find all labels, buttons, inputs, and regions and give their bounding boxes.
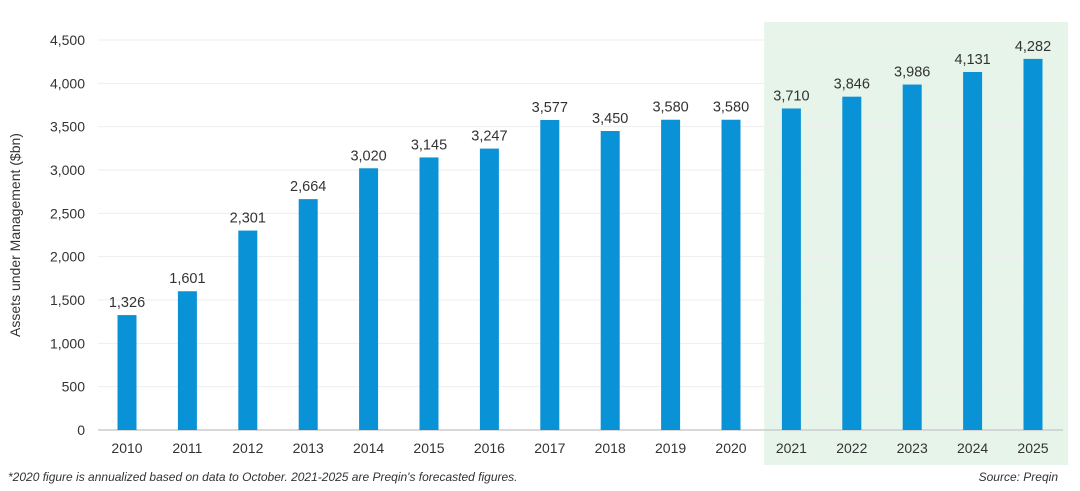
bar-2021 — [781, 108, 801, 430]
x-tick-label: 2016 — [474, 440, 505, 456]
bar-2015 — [419, 157, 439, 430]
x-tick-label: 2010 — [111, 440, 142, 456]
y-tick-label: 0 — [77, 422, 85, 438]
data-label: 3,145 — [411, 137, 447, 153]
data-label: 3,580 — [713, 100, 749, 116]
x-tick-label: 2014 — [353, 440, 384, 456]
data-label: 4,131 — [954, 52, 990, 68]
y-tick-label: 3,500 — [50, 119, 85, 135]
bar-2011 — [177, 291, 197, 430]
data-label: 2,664 — [290, 179, 326, 195]
y-tick-label: 4,000 — [50, 75, 85, 91]
x-tick-label: 2023 — [897, 440, 928, 456]
bar-2024 — [963, 71, 983, 430]
data-label: 3,710 — [773, 88, 809, 104]
y-tick-label: 2,500 — [50, 205, 85, 221]
bar-2010 — [117, 315, 137, 430]
y-tick-label: 4,500 — [50, 32, 85, 48]
data-label: 3,580 — [652, 100, 688, 116]
x-tick-label: 2025 — [1017, 440, 1048, 456]
data-label: 4,282 — [1015, 39, 1051, 55]
data-label: 3,020 — [350, 148, 386, 164]
footnote: *2020 figure is annualized based on data… — [8, 470, 518, 484]
x-tick-label: 2018 — [595, 440, 626, 456]
bar-2014 — [359, 168, 379, 430]
bar-2016 — [479, 148, 499, 431]
x-tick-label: 2011 — [172, 440, 202, 456]
x-tick-label: 2020 — [715, 440, 746, 456]
x-tick-label: 2015 — [413, 440, 444, 456]
data-label: 3,577 — [532, 100, 568, 116]
bar-2022 — [842, 96, 862, 431]
bar-2012 — [238, 230, 258, 430]
data-label: 2,301 — [230, 211, 266, 227]
x-tick-label: 2022 — [836, 440, 867, 456]
y-tick-label: 3,000 — [50, 162, 85, 178]
x-tick-label: 2024 — [957, 440, 988, 456]
x-tick-label: 2019 — [655, 440, 686, 456]
bar-2020 — [721, 119, 741, 430]
bar-2023 — [902, 84, 922, 431]
x-tick-label: 2021 — [776, 440, 807, 456]
x-tick-label: 2017 — [534, 440, 565, 456]
y-axis-label: Assets under Management ($bn) — [7, 133, 23, 337]
x-tick-label: 2013 — [293, 440, 324, 456]
source-note: Source: Preqin — [978, 470, 1058, 484]
data-label: 1,601 — [169, 271, 205, 287]
data-label: 1,326 — [109, 295, 145, 311]
bar-2019 — [661, 119, 681, 430]
y-tick-label: 2,000 — [50, 249, 85, 265]
y-tick-label: 500 — [62, 379, 86, 395]
y-tick-label: 1,000 — [50, 335, 85, 351]
x-tick-label: 2012 — [232, 440, 263, 456]
bar-2025 — [1023, 58, 1043, 430]
data-label: 3,247 — [471, 129, 507, 145]
bar-2013 — [298, 199, 318, 430]
bar-2017 — [540, 119, 560, 430]
y-tick-label: 1,500 — [50, 292, 85, 308]
data-label: 3,846 — [834, 77, 870, 93]
data-label: 3,450 — [592, 111, 628, 127]
bar-2018 — [600, 131, 620, 430]
data-label: 3,986 — [894, 65, 930, 81]
